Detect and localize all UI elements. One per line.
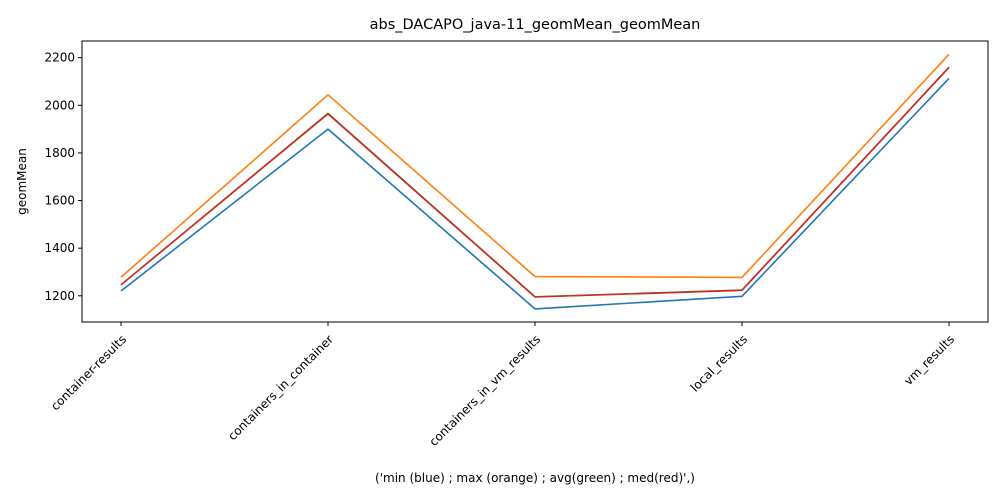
series-line-0 xyxy=(120,77,950,310)
y-tick-label: 1400 xyxy=(44,241,75,255)
y-axis: 1200 1400 1600 1800 2000 2200 xyxy=(44,51,82,303)
series-layer xyxy=(120,53,950,310)
y-tick-label: 1200 xyxy=(44,289,75,303)
y-tick-label: 1800 xyxy=(44,146,75,160)
y-tick-label: 2200 xyxy=(44,51,75,65)
x-axis-label: ('min (blue) ; max (orange) ; avg(green)… xyxy=(375,471,695,485)
y-tick-label: 2000 xyxy=(44,98,75,112)
series-line-3 xyxy=(120,66,950,298)
series-line-1 xyxy=(120,53,950,279)
y-tick-label: 1600 xyxy=(44,194,75,208)
y-axis-label: geomMean xyxy=(15,148,29,215)
chart-title: abs_DACAPO_java-11_geomMean_geomMean xyxy=(370,17,701,33)
